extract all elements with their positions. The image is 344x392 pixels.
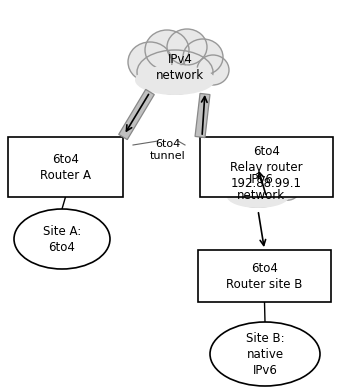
- Text: IPv6
network: IPv6 network: [237, 172, 285, 201]
- Text: 6to4
Router A: 6to4 Router A: [40, 152, 91, 181]
- Ellipse shape: [221, 167, 256, 198]
- Ellipse shape: [167, 29, 207, 65]
- Ellipse shape: [135, 65, 215, 95]
- Ellipse shape: [228, 173, 288, 207]
- Polygon shape: [195, 93, 210, 138]
- FancyBboxPatch shape: [200, 137, 333, 197]
- Text: IPv4
network: IPv4 network: [156, 53, 204, 82]
- Ellipse shape: [264, 164, 295, 192]
- Text: 6to4
Router site B: 6to4 Router site B: [226, 261, 303, 290]
- Ellipse shape: [145, 30, 189, 70]
- Text: 6to4
tunnel: 6to4 tunnel: [150, 139, 186, 162]
- Ellipse shape: [137, 50, 213, 94]
- Ellipse shape: [235, 157, 269, 189]
- Ellipse shape: [14, 209, 110, 269]
- Ellipse shape: [252, 156, 283, 185]
- Text: 6to4
Relay router
192.88.99.1: 6to4 Relay router 192.88.99.1: [230, 145, 303, 189]
- Ellipse shape: [197, 55, 229, 85]
- Text: Site A:
6to4: Site A: 6to4: [43, 225, 81, 254]
- Text: Site B:
native
IPv6: Site B: native IPv6: [246, 332, 284, 376]
- Ellipse shape: [183, 39, 223, 75]
- Ellipse shape: [210, 322, 320, 386]
- Ellipse shape: [275, 177, 300, 200]
- FancyBboxPatch shape: [8, 137, 123, 197]
- Ellipse shape: [227, 185, 289, 208]
- Polygon shape: [119, 89, 154, 140]
- FancyBboxPatch shape: [198, 250, 331, 302]
- Ellipse shape: [128, 42, 172, 82]
